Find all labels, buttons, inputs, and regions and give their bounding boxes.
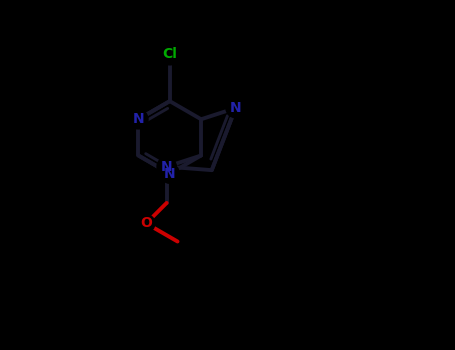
Circle shape — [129, 110, 148, 129]
Text: N: N — [230, 101, 242, 115]
Text: O: O — [140, 216, 152, 230]
Circle shape — [157, 157, 176, 176]
Text: N: N — [164, 167, 176, 181]
Text: N: N — [132, 112, 144, 126]
Circle shape — [159, 43, 181, 65]
Circle shape — [226, 98, 245, 118]
Text: Cl: Cl — [162, 47, 177, 61]
Circle shape — [137, 215, 155, 232]
Text: N: N — [161, 160, 172, 174]
Circle shape — [160, 164, 179, 183]
